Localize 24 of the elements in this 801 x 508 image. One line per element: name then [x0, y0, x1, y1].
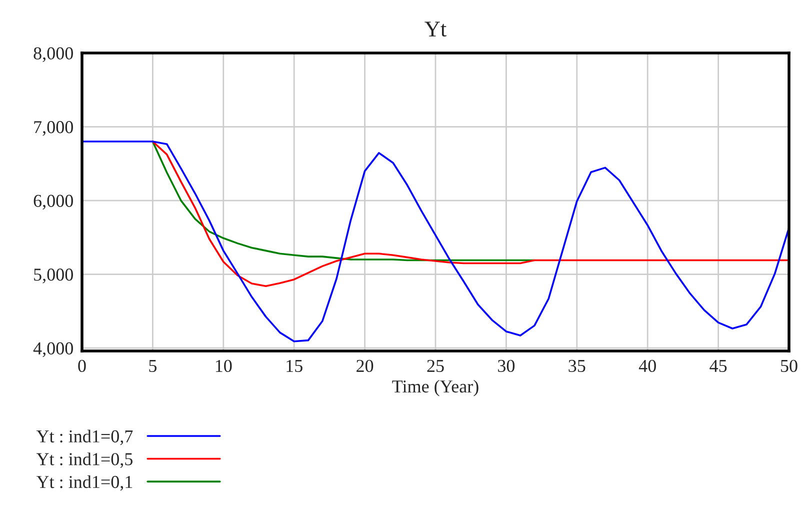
legend-label: Yt : ind1=0,7: [36, 430, 133, 446]
y-tick-label: 4,000: [33, 342, 73, 358]
x-tick-label: 45: [710, 360, 727, 372]
x-tick-label: 5: [149, 360, 157, 372]
chart-title: Yt: [424, 22, 446, 37]
y-tick-label: 5,000: [34, 268, 73, 284]
x-tick-label: 25: [427, 360, 444, 372]
x-tick-label: 15: [286, 360, 302, 372]
line-series: [82, 140, 789, 342]
x-tick-label: 40: [638, 360, 656, 372]
y-tick-label: 6,000: [34, 194, 73, 210]
legend-label: Yt : ind1=0,5: [36, 452, 132, 468]
line-series: [152, 140, 789, 287]
legend-label: Yt : ind1=0,1: [36, 475, 132, 491]
line-series: [152, 140, 536, 262]
x-axis-title: Time (Year): [392, 380, 478, 396]
y-tick-label: 8,000: [34, 47, 73, 62]
x-tick-label: 20: [356, 360, 374, 372]
x-tick-label: 50: [781, 360, 798, 372]
x-tick-label: 30: [498, 360, 515, 372]
x-tick-label: 0: [78, 360, 86, 372]
y-tick-label: 7,000: [34, 121, 73, 136]
x-tick-label: 35: [568, 360, 586, 372]
x-tick-label: 10: [216, 360, 232, 372]
